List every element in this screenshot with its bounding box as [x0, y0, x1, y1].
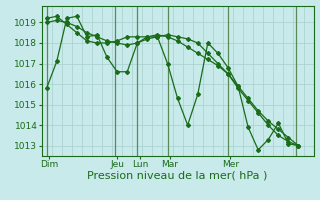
X-axis label: Pression niveau de la mer( hPa ): Pression niveau de la mer( hPa ) — [87, 171, 268, 181]
